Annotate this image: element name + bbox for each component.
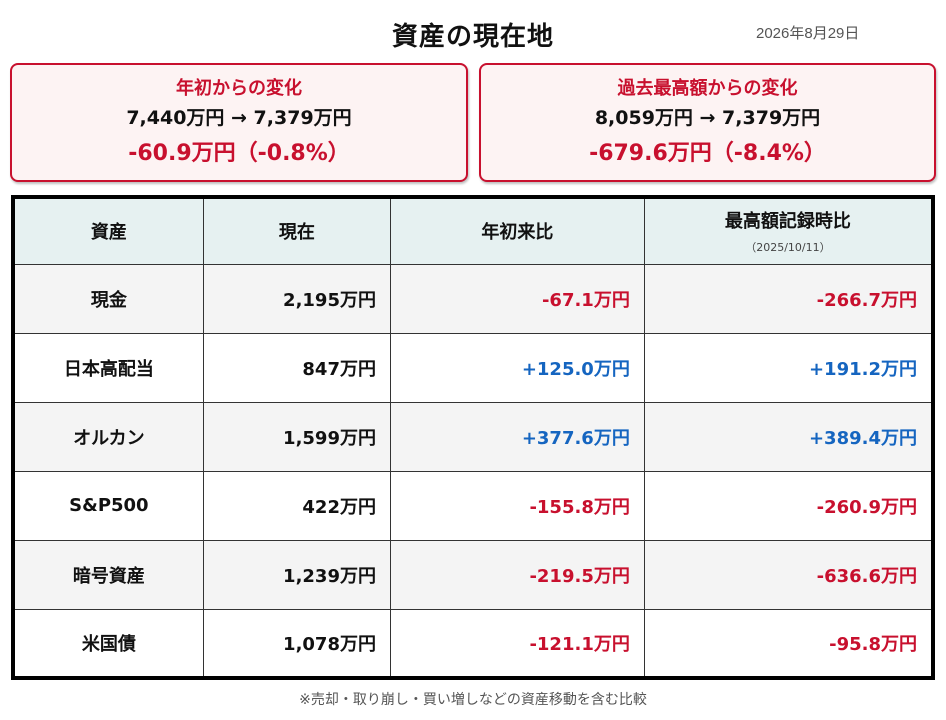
peak-change-card: 過去最高額からの変化 8,059万円 → 7,379万円 -679.6万円（-8…: [479, 63, 936, 182]
peak-change-cell: -636.6万円: [643, 539, 934, 610]
header-asset: 資産: [12, 196, 204, 265]
header-peak: 最高額記録時比 （2025/10/11）: [643, 196, 934, 265]
asset-name-cell: 暗号資産: [12, 539, 204, 610]
page-title: 資産の現在地: [391, 22, 554, 52]
ytd-change-cell: -219.5万円: [389, 539, 645, 610]
ytd-card-change: -60.9万円（-0.8%）: [128, 141, 350, 166]
asset-name-cell: 現金: [12, 263, 204, 334]
table-row: 日本高配当 847万円 +125.0万円 +191.2万円: [12, 332, 934, 403]
peak-change-cell: +191.2万円: [643, 332, 934, 403]
header-current: 現在: [202, 196, 391, 265]
asset-name-cell: S&P500: [12, 470, 204, 541]
ytd-card-label: 年初からの変化: [176, 78, 302, 99]
current-value-cell: 847万円: [202, 332, 391, 403]
header-peak-date: （2025/10/11）: [745, 241, 831, 255]
header-ytd: 年初来比: [389, 196, 645, 265]
peak-change-cell: -260.9万円: [643, 470, 934, 541]
table-row: 現金 2,195万円 -67.1万円 -266.7万円: [12, 263, 934, 334]
peak-change-cell: +389.4万円: [643, 401, 934, 472]
current-value-cell: 1,599万円: [202, 401, 391, 472]
ytd-change-cell: +377.6万円: [389, 401, 645, 472]
ytd-change-cell: -121.1万円: [389, 608, 645, 679]
ytd-change-cell: -155.8万円: [389, 470, 645, 541]
ytd-change-cell: -67.1万円: [389, 263, 645, 334]
footnote: ※売却・取り崩し・買い増しなどの資産移動を含む比較: [299, 692, 647, 708]
table-row: 暗号資産 1,239万円 -219.5万円 -636.6万円: [12, 539, 934, 610]
ytd-change-card: 年初からの変化 7,440万円 → 7,379万円 -60.9万円（-0.8%）: [10, 63, 468, 182]
peak-card-label: 過去最高額からの変化: [617, 78, 798, 99]
peak-card-range: 8,059万円 → 7,379万円: [594, 107, 821, 129]
table-row: S&P500 422万円 -155.8万円 -260.9万円: [12, 470, 934, 541]
header-peak-label: 最高額記録時比: [724, 211, 851, 233]
table-row: オルカン 1,599万円 +377.6万円 +389.4万円: [12, 401, 934, 472]
current-value-cell: 422万円: [202, 470, 391, 541]
asset-table: 資産 現在 年初来比 最高額記録時比 （2025/10/11） 現金 2,195万…: [11, 195, 935, 680]
peak-card-change: -679.6万円（-8.4%）: [589, 141, 826, 166]
current-value-cell: 1,078万円: [202, 608, 391, 679]
table-header-row: 資産 現在 年初来比 最高額記録時比 （2025/10/11）: [12, 196, 934, 265]
table-row: 米国債 1,078万円 -121.1万円 -95.8万円: [12, 608, 934, 679]
asset-name-cell: 米国債: [12, 608, 204, 679]
report-date: 2026年8月29日: [756, 25, 860, 42]
peak-change-cell: -95.8万円: [643, 608, 934, 679]
current-value-cell: 2,195万円: [202, 263, 391, 334]
asset-name-cell: オルカン: [12, 401, 204, 472]
ytd-card-range: 7,440万円 → 7,379万円: [126, 107, 352, 129]
asset-name-cell: 日本高配当: [12, 332, 204, 403]
peak-change-cell: -266.7万円: [643, 263, 934, 334]
current-value-cell: 1,239万円: [202, 539, 391, 610]
ytd-change-cell: +125.0万円: [389, 332, 645, 403]
